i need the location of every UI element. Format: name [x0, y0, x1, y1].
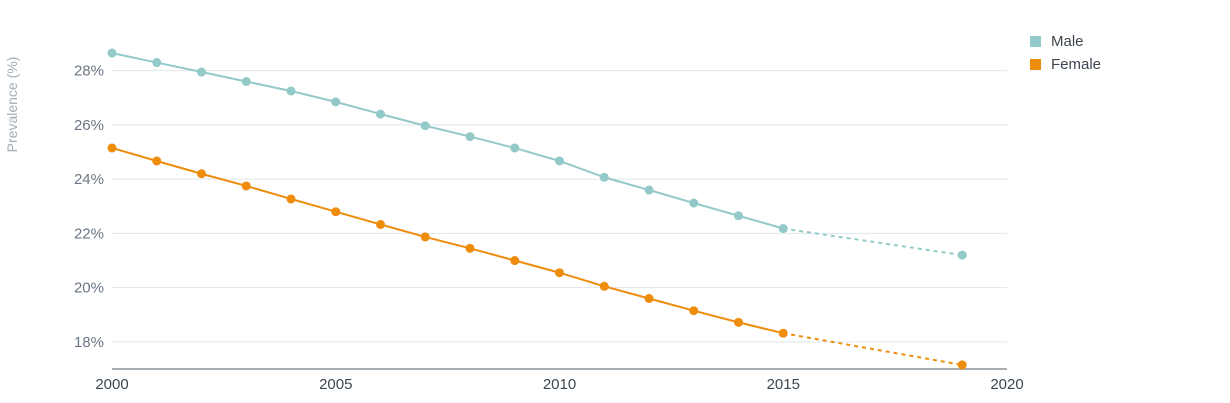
legend-label-female: Female: [1051, 56, 1101, 73]
y-tick-label-26: 26%: [74, 117, 104, 134]
data-point-male-2013[interactable]: [689, 198, 699, 208]
data-point-male-2011[interactable]: [599, 172, 609, 182]
legend-swatch-female: [1030, 59, 1041, 70]
data-point-female-2003[interactable]: [241, 181, 251, 191]
data-point-male-2009[interactable]: [510, 143, 520, 153]
y-axis-label: Prevalence (%): [4, 57, 20, 153]
data-point-male-2000[interactable]: [107, 48, 117, 58]
x-tick-label-2020: 2020: [990, 376, 1023, 393]
data-point-female-2004[interactable]: [286, 194, 296, 204]
data-point-male-2019[interactable]: [957, 250, 967, 260]
data-point-female-2007[interactable]: [420, 232, 430, 242]
data-point-female-2002[interactable]: [197, 169, 206, 179]
series-line-female: [111, 147, 784, 335]
y-tick-label-20: 20%: [74, 280, 104, 297]
data-point-male-2001[interactable]: [152, 58, 162, 68]
legend-swatch-male: [1030, 36, 1041, 47]
series-male: [107, 48, 967, 260]
data-point-female-2005[interactable]: [331, 207, 341, 217]
data-point-female-2001[interactable]: [152, 156, 162, 166]
data-point-female-2010[interactable]: [555, 268, 564, 278]
x-tick-label-2005: 2005: [319, 376, 352, 393]
data-point-female-2014[interactable]: [734, 317, 743, 327]
x-tick-label-2010: 2010: [543, 376, 576, 393]
data-point-female-2009[interactable]: [510, 256, 520, 266]
y-tick-label-22: 22%: [74, 225, 104, 242]
data-point-male-2007[interactable]: [420, 121, 430, 131]
data-point-female-2019[interactable]: [957, 360, 967, 370]
legend-label-male: Male: [1051, 33, 1084, 50]
data-point-female-2011[interactable]: [599, 281, 609, 291]
x-tick-label-2000: 2000: [95, 376, 128, 393]
series-projection-line-male: [783, 227, 963, 257]
y-tick-label-18: 18%: [74, 334, 104, 351]
data-point-male-2006[interactable]: [376, 109, 385, 119]
x-tick-labels: 2000 2005 2010 2015 2020: [95, 376, 1023, 393]
data-point-female-2013[interactable]: [689, 306, 699, 316]
series-projection-line-female: [783, 332, 963, 366]
data-point-male-2008[interactable]: [465, 132, 475, 142]
series-layer: [107, 48, 967, 370]
data-point-female-2012[interactable]: [644, 293, 654, 303]
legend: Male Female: [1030, 33, 1101, 73]
data-point-male-2002[interactable]: [197, 67, 206, 77]
x-tick-label-2015: 2015: [767, 376, 800, 393]
y-tick-labels: 18% 20% 22% 24% 26% 28%: [74, 63, 104, 351]
data-point-female-2000[interactable]: [107, 143, 117, 153]
series-line-male: [111, 52, 784, 230]
data-point-female-2008[interactable]: [465, 243, 475, 253]
y-tick-label-28: 28%: [74, 63, 104, 80]
data-point-male-2004[interactable]: [286, 86, 296, 96]
data-point-male-2012[interactable]: [644, 185, 654, 195]
data-point-female-2006[interactable]: [376, 219, 385, 229]
grid-lines: [112, 70, 1007, 343]
data-point-male-2014[interactable]: [734, 211, 743, 221]
data-point-male-2015[interactable]: [778, 224, 788, 234]
y-tick-label-24: 24%: [74, 171, 104, 188]
data-point-male-2003[interactable]: [241, 77, 251, 87]
data-point-male-2005[interactable]: [331, 97, 341, 107]
data-point-male-2010[interactable]: [555, 156, 564, 166]
series-female: [107, 143, 967, 370]
data-point-female-2015[interactable]: [778, 328, 788, 338]
